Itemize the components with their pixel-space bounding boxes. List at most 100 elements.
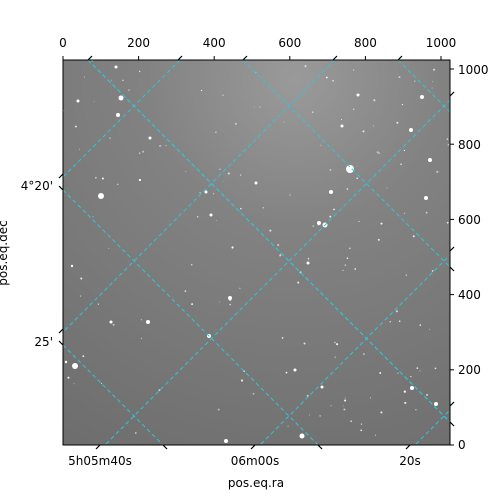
faint-star xyxy=(73,383,75,385)
faint-star xyxy=(281,337,284,339)
faint-star xyxy=(253,106,255,108)
faint-star xyxy=(332,79,334,82)
faint-star xyxy=(352,69,355,71)
faint-star xyxy=(353,108,355,110)
faint-star xyxy=(354,268,357,270)
faint-star xyxy=(74,125,77,128)
faint-star xyxy=(426,393,429,396)
faint-star xyxy=(277,243,280,247)
faint-star xyxy=(401,103,404,106)
faint-star xyxy=(80,295,82,297)
faint-star xyxy=(346,257,349,260)
star xyxy=(146,320,150,324)
faint-star xyxy=(379,372,382,374)
faint-star xyxy=(252,392,255,395)
star xyxy=(409,128,413,132)
faint-star xyxy=(111,79,112,81)
faint-star xyxy=(222,94,224,96)
faint-star xyxy=(222,180,224,182)
faint-star xyxy=(190,263,193,266)
faint-star xyxy=(128,89,130,91)
faint-star xyxy=(67,376,70,379)
star xyxy=(299,433,305,439)
faint-star xyxy=(389,320,392,323)
faint-star xyxy=(259,106,261,108)
faint-star xyxy=(377,238,380,241)
star xyxy=(118,95,124,101)
faint-star xyxy=(140,319,142,321)
faint-star xyxy=(350,420,352,423)
star xyxy=(228,296,232,300)
faint-star xyxy=(373,99,376,102)
right-tick-label: 600 xyxy=(458,213,481,227)
wcs-axis-ticks xyxy=(58,55,455,450)
faint-star xyxy=(419,324,422,326)
faint-star xyxy=(425,211,428,214)
faint-star xyxy=(330,405,332,407)
faint-star xyxy=(334,356,336,358)
star xyxy=(70,264,74,268)
faint-star xyxy=(362,130,365,133)
faint-star xyxy=(215,131,217,134)
x-axis-title: pos.eq.ra xyxy=(228,476,284,490)
faint-star xyxy=(436,170,439,173)
faint-star xyxy=(184,290,187,292)
left-tick-labels: 4°20' 25' xyxy=(21,179,53,349)
faint-star xyxy=(431,87,433,89)
faint-star xyxy=(239,287,241,289)
star xyxy=(410,386,414,390)
star xyxy=(114,65,118,69)
faint-star xyxy=(142,150,145,153)
star xyxy=(64,360,68,364)
faint-star xyxy=(212,193,215,195)
star xyxy=(204,190,208,194)
faint-star xyxy=(433,68,436,71)
top-tick-label: 1000 xyxy=(426,36,457,50)
star xyxy=(72,363,78,369)
star xyxy=(209,213,213,217)
faint-star xyxy=(375,434,377,436)
faint-star xyxy=(306,394,309,397)
faint-star xyxy=(200,89,203,92)
bottom-tick-label: 20s xyxy=(399,454,421,468)
star xyxy=(346,165,354,173)
star xyxy=(320,385,324,389)
faint-star xyxy=(378,152,380,154)
coordinate-grid xyxy=(63,60,450,445)
faint-star xyxy=(344,397,346,399)
top-tick-label: 800 xyxy=(354,36,377,50)
faint-star xyxy=(380,222,383,225)
left-tick-label: 4°20' xyxy=(21,179,53,193)
faint-star xyxy=(135,432,137,434)
faint-star xyxy=(117,183,119,186)
faint-star xyxy=(341,119,342,120)
left-tick-label: 25' xyxy=(34,335,53,349)
star xyxy=(317,221,321,225)
faint-star xyxy=(398,76,401,79)
faint-star xyxy=(262,207,265,209)
faint-star xyxy=(138,70,141,73)
faint-star xyxy=(158,389,161,392)
right-tick-labels: 0 200 400 600 800 1000 xyxy=(458,63,489,452)
faint-star xyxy=(95,176,97,179)
star-field xyxy=(63,60,450,443)
faint-star xyxy=(334,341,336,344)
star xyxy=(293,368,297,372)
faint-star xyxy=(358,220,360,223)
faint-star xyxy=(297,281,300,284)
faint-star xyxy=(348,247,351,250)
faint-star xyxy=(312,225,315,227)
faint-star xyxy=(231,246,234,249)
star xyxy=(329,190,333,194)
faint-star xyxy=(405,274,407,276)
faint-star xyxy=(289,194,291,196)
faint-star xyxy=(229,298,232,301)
faint-star xyxy=(429,328,431,330)
faint-star xyxy=(360,423,363,425)
faint-star xyxy=(397,372,399,374)
faint-star xyxy=(434,367,437,370)
bottom-tick-label: 06m00s xyxy=(231,454,279,468)
star xyxy=(306,261,310,265)
faint-star xyxy=(343,408,346,411)
